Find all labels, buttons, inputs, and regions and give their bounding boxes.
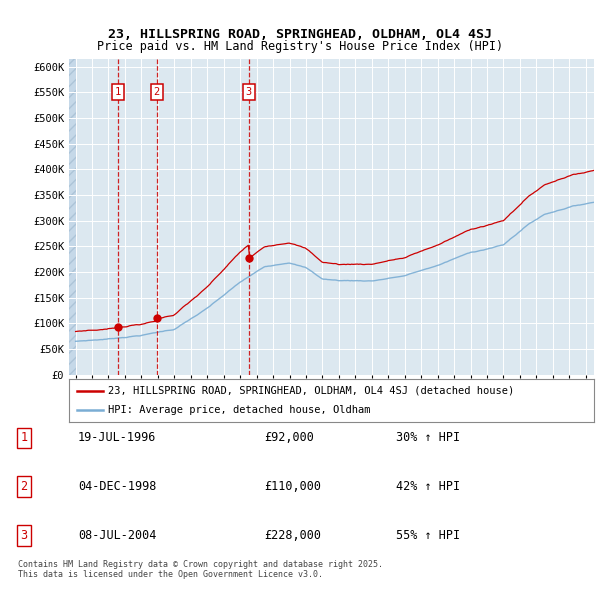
Text: Price paid vs. HM Land Registry's House Price Index (HPI): Price paid vs. HM Land Registry's House … xyxy=(97,40,503,53)
Text: 30% ↑ HPI: 30% ↑ HPI xyxy=(396,431,460,444)
Text: 19-JUL-1996: 19-JUL-1996 xyxy=(78,431,157,444)
Text: 04-DEC-1998: 04-DEC-1998 xyxy=(78,480,157,493)
Text: 3: 3 xyxy=(20,529,28,542)
Text: 2: 2 xyxy=(20,480,28,493)
Text: 42% ↑ HPI: 42% ↑ HPI xyxy=(396,480,460,493)
Text: 23, HILLSPRING ROAD, SPRINGHEAD, OLDHAM, OL4 4SJ (detached house): 23, HILLSPRING ROAD, SPRINGHEAD, OLDHAM,… xyxy=(109,386,515,396)
Text: £110,000: £110,000 xyxy=(264,480,321,493)
Text: Contains HM Land Registry data © Crown copyright and database right 2025.
This d: Contains HM Land Registry data © Crown c… xyxy=(18,560,383,579)
Text: £228,000: £228,000 xyxy=(264,529,321,542)
Bar xyxy=(69,59,77,375)
Text: £92,000: £92,000 xyxy=(264,431,314,444)
Text: 55% ↑ HPI: 55% ↑ HPI xyxy=(396,529,460,542)
Text: 08-JUL-2004: 08-JUL-2004 xyxy=(78,529,157,542)
Text: HPI: Average price, detached house, Oldham: HPI: Average price, detached house, Oldh… xyxy=(109,405,371,415)
Text: 1: 1 xyxy=(20,431,28,444)
Text: 23, HILLSPRING ROAD, SPRINGHEAD, OLDHAM, OL4 4SJ: 23, HILLSPRING ROAD, SPRINGHEAD, OLDHAM,… xyxy=(108,28,492,41)
Text: 1: 1 xyxy=(115,87,121,97)
Text: 2: 2 xyxy=(154,87,160,97)
Text: 3: 3 xyxy=(245,87,252,97)
